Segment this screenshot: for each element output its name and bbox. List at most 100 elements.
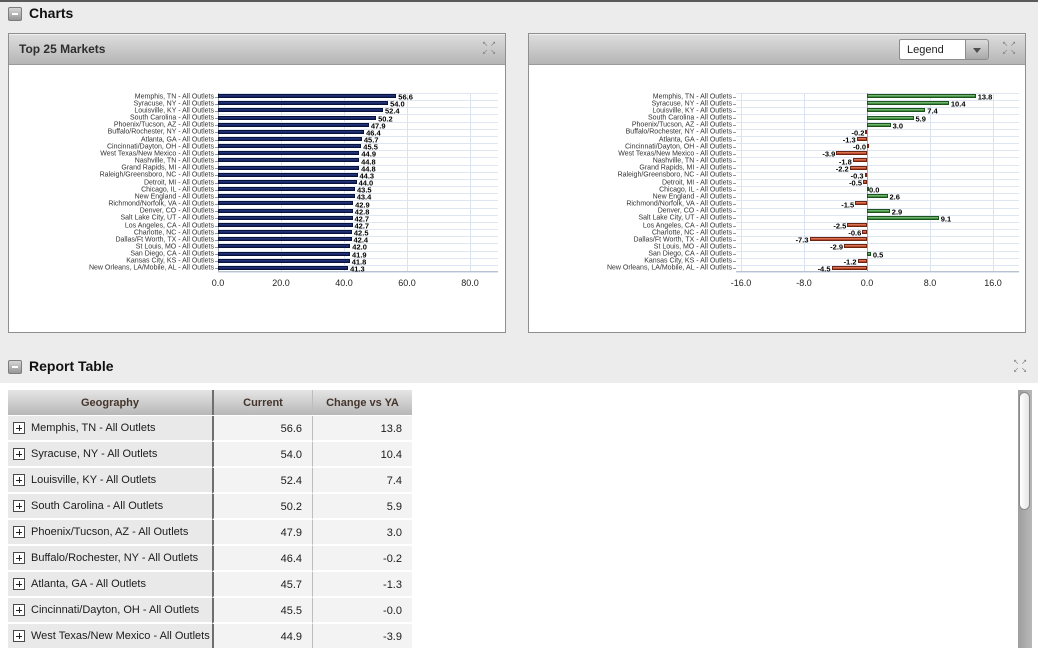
category-tick (215, 225, 218, 227)
bar[interactable] (855, 201, 867, 206)
bar[interactable] (856, 137, 867, 141)
charts-collapse-button[interactable] (8, 7, 22, 21)
row-expand-button[interactable] (13, 474, 25, 486)
bar[interactable] (218, 122, 369, 127)
row-expand-button[interactable] (13, 526, 25, 538)
bar[interactable] (218, 251, 350, 256)
bar-value-label: 13.8 (977, 92, 993, 102)
vertical-scrollbar-thumb[interactable] (1019, 392, 1030, 510)
bar[interactable] (218, 144, 362, 149)
bar[interactable] (218, 201, 354, 206)
legend-dropdown-button[interactable] (965, 39, 989, 60)
geography-label: West Texas/New Mexico - All Outlets (31, 630, 210, 642)
table-row[interactable]: Memphis, TN - All Outlets 56.6 13.8 (8, 416, 412, 442)
table-row[interactable]: Atlanta, GA - All Outlets 45.7 -1.3 (8, 572, 412, 598)
table-row[interactable]: Louisville, KY - All Outlets 52.4 7.4 (8, 468, 412, 494)
bar[interactable] (218, 172, 358, 177)
bar[interactable] (218, 237, 352, 242)
column-header-change-vs-ya[interactable]: Change vs YA (312, 390, 412, 415)
bar[interactable] (218, 151, 360, 156)
bar[interactable] (867, 108, 926, 113)
bar[interactable] (218, 194, 355, 199)
column-header-geography[interactable]: Geography (80, 397, 140, 409)
legend-dropdown[interactable]: Legend (899, 39, 989, 60)
bar[interactable] (867, 208, 890, 213)
bar[interactable] (218, 129, 365, 134)
bar[interactable] (218, 165, 360, 170)
bar[interactable] (849, 165, 867, 170)
category-tick (733, 146, 736, 148)
report-table-collapse-button[interactable] (8, 360, 22, 374)
bar[interactable] (218, 158, 360, 163)
table-row[interactable]: Cincinnati/Dayton, OH - All Outlets 45.5-… (8, 598, 412, 624)
row-expand-button[interactable] (13, 422, 25, 434)
bar[interactable] (218, 108, 383, 113)
expand-icon[interactable]: ↖ ↗ ↙ ↘ (1001, 41, 1019, 57)
bar-value-label: -1.2 (843, 257, 857, 267)
geography-label: Syracuse, NY - All Outlets (31, 448, 158, 460)
current-value-cell: 52.4 (212, 468, 312, 494)
bar[interactable] (836, 151, 867, 156)
bar[interactable] (218, 101, 389, 106)
row-expand-button[interactable] (13, 604, 25, 616)
bar[interactable] (867, 144, 869, 149)
category-label: Detroit, MI - All Outlets (143, 179, 214, 186)
bar[interactable] (867, 187, 869, 192)
bar[interactable] (864, 172, 867, 177)
bar[interactable] (218, 222, 353, 227)
gridline (930, 93, 931, 272)
category-label: Dallas/Ft Worth, TX - All Outlets (633, 236, 732, 244)
row-expand-button[interactable] (13, 630, 25, 642)
bar[interactable] (867, 122, 891, 127)
bar[interactable] (844, 244, 867, 249)
expand-icon[interactable]: ↖ ↗ ↙ ↘ (1012, 359, 1030, 375)
row-expand-button[interactable] (13, 500, 25, 512)
bar[interactable] (862, 230, 867, 234)
bar[interactable] (218, 115, 377, 120)
bar[interactable] (218, 179, 357, 184)
bar[interactable] (867, 101, 949, 106)
bar[interactable] (867, 215, 939, 220)
row-expand-button[interactable] (13, 448, 25, 460)
bar[interactable] (218, 187, 355, 192)
gridline (218, 257, 498, 259)
bar[interactable] (867, 251, 871, 256)
table-row[interactable]: Phoenix/Tucson, AZ - All Outlets 47.9 3.0 (8, 520, 412, 546)
bar[interactable] (852, 158, 867, 163)
bar[interactable] (218, 94, 397, 98)
category-tick (215, 196, 218, 198)
bar[interactable] (218, 258, 350, 263)
bar[interactable] (865, 129, 868, 134)
bar[interactable] (847, 222, 867, 227)
bar[interactable] (218, 137, 362, 141)
bar[interactable] (831, 265, 867, 270)
bar[interactable] (867, 94, 976, 98)
bar[interactable] (218, 230, 352, 234)
vertical-scrollbar[interactable] (1018, 390, 1032, 648)
bar[interactable] (218, 215, 353, 220)
bar[interactable] (867, 115, 914, 120)
bar[interactable] (809, 237, 867, 242)
bar[interactable] (863, 179, 867, 184)
expand-icon[interactable]: ↖ ↗ ↙ ↘ (481, 41, 499, 57)
row-expand-button[interactable] (13, 552, 25, 564)
table-row[interactable]: Syracuse, NY - All Outlets 54.0 10.4 (8, 442, 412, 468)
bar[interactable] (218, 208, 353, 213)
top25-chart-body: 56.6 54.0 52.4 50.2 47.9 46.4 45.7 45.5 44.9 44.8… (9, 65, 505, 332)
bar-value-label: 42.8 (354, 207, 370, 217)
gridline (407, 93, 408, 272)
category-tick (215, 204, 218, 205)
row-expand-button[interactable] (13, 578, 25, 590)
bar[interactable] (218, 244, 351, 249)
table-row[interactable]: South Carolina - All Outlets 50.2 5.9 (8, 494, 412, 520)
bar[interactable] (857, 258, 867, 263)
bar[interactable] (867, 194, 888, 199)
category-tick (215, 132, 218, 134)
category-tick (215, 175, 218, 177)
gridline (993, 93, 994, 272)
bar[interactable] (218, 265, 349, 270)
bar-value-label: -0.5 (849, 178, 862, 188)
table-row[interactable]: West Texas/New Mexico - All Outlets 44.9-… (8, 624, 412, 648)
table-row[interactable]: Buffalo/Rochester, NY - All Outlets 46.4-… (8, 546, 412, 572)
column-header-current[interactable]: Current (212, 390, 312, 415)
